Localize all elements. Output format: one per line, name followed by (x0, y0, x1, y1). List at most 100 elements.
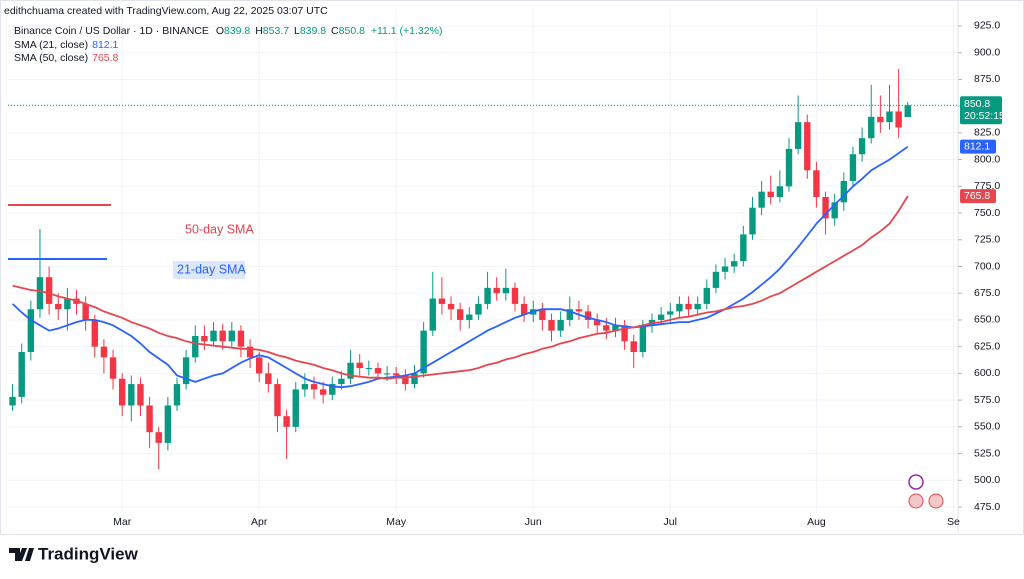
candle-body (310, 384, 318, 390)
candle-body (593, 319, 601, 326)
candle-body (192, 335, 199, 358)
legend-entry: SMA (21, close) 812.1 (14, 39, 119, 51)
y-tick-label: 575.0 (974, 394, 1000, 406)
candle-body (27, 309, 35, 353)
candle-body (338, 378, 345, 385)
y-tick-label: 750.0 (974, 207, 1000, 219)
x-tick-label: Jun (525, 516, 542, 528)
legend-value: 765.8 (92, 52, 118, 64)
y-tick-label: 775.0 (974, 180, 1000, 192)
symbol: Binance Coin / US Dollar · 1D · BINANCE (14, 25, 209, 37)
candle-body (511, 287, 519, 304)
candle-body (566, 309, 573, 320)
countdown: 20:52:15 (964, 110, 1005, 122)
y-tick-label: 725.0 (974, 234, 1000, 246)
candle-body (219, 330, 226, 342)
candle-body (237, 330, 245, 347)
y-tick-label: 875.0 (974, 73, 1000, 85)
ohlc-value: 850.8 (339, 25, 365, 37)
candle-body (466, 314, 473, 320)
candle-body (301, 384, 309, 390)
event-icon (908, 474, 924, 490)
attribution: edithchuama created with TradingView.com… (4, 5, 328, 17)
y-tick-label: 625.0 (974, 340, 1000, 352)
candle-body (383, 373, 391, 375)
candle-body (173, 384, 181, 406)
candle-body (155, 432, 162, 443)
sma-line (11, 145, 909, 389)
candle-body (137, 384, 144, 406)
candle-body (794, 122, 802, 149)
y-tick-label: 650.0 (974, 314, 1000, 326)
event-icon (928, 493, 944, 509)
candle-body (667, 311, 674, 315)
candle-body (402, 375, 409, 385)
x-tick-label: Mar (113, 516, 132, 528)
price-tag-value: 850.8 (964, 98, 990, 110)
candle-body (9, 396, 16, 406)
candle-body (520, 303, 528, 315)
candle-body (895, 111, 902, 128)
candle-body (484, 287, 491, 304)
y-tick-label: 675.0 (974, 287, 1000, 299)
event-icon (908, 493, 924, 509)
candle-body (374, 368, 382, 374)
candle-body (292, 389, 299, 427)
candle-body (265, 373, 272, 385)
y-tick-label: 825.0 (974, 127, 1000, 139)
candle-body (694, 303, 701, 310)
candle-body (785, 148, 793, 187)
candle-body (55, 303, 62, 310)
candle-body (146, 405, 153, 433)
candle-body (118, 378, 126, 406)
candle-body (849, 154, 857, 181)
candle-body (201, 335, 208, 342)
y-tick-label: 600.0 (974, 367, 1000, 379)
legend-label: SMA (21, close) (14, 39, 88, 51)
candle-body (128, 384, 135, 406)
y-tick-label: 550.0 (974, 421, 1000, 433)
candle-body (64, 298, 71, 310)
price-tag (960, 96, 1002, 125)
candle-body (740, 234, 747, 262)
candle-body (109, 357, 117, 379)
y-tick-label: 700.0 (974, 260, 1000, 272)
candle-body (758, 191, 765, 208)
candle-body (182, 357, 190, 385)
candle-body (749, 207, 756, 235)
candle-body (411, 373, 418, 385)
candle-body (329, 384, 336, 395)
x-tick-label: Apr (251, 516, 268, 528)
x-tick-label: Aug (807, 516, 826, 528)
chart-frame (0, 0, 1024, 535)
candle-body (840, 180, 848, 203)
legend-value: 812.1 (92, 39, 118, 51)
candle-body (603, 325, 610, 331)
candle-body (429, 298, 436, 331)
candle-body (283, 416, 290, 427)
candle-body (776, 186, 784, 198)
candle-body (502, 287, 510, 294)
grid: 475.0 500.0 525.0 550.0 575.0 600.0 625.0 650.0… (8, 8, 1000, 528)
candle-body (164, 405, 172, 443)
legend-entry: SMA (50, close) 765.8 (14, 52, 119, 64)
candle-body (767, 191, 774, 198)
series-tag-value: 765.8 (964, 190, 990, 202)
series-tag-value: 812.1 (964, 140, 990, 152)
candle-body (256, 357, 263, 374)
series-tag (960, 189, 996, 204)
ohlc-letter: H (255, 25, 263, 37)
candle-body (82, 303, 89, 320)
candle-body (210, 330, 217, 342)
candle-body (703, 287, 710, 304)
annotation: 21-day SMA (177, 262, 246, 276)
price-tags: 850.820:52:15 812.1 765.8 (960, 96, 1005, 204)
candle-body (438, 298, 446, 304)
candle-body (621, 325, 628, 342)
candle-body (904, 105, 911, 118)
y-tick-label: 900.0 (974, 46, 1000, 58)
brand: TradingView (38, 544, 139, 563)
candle-body (347, 362, 354, 379)
candle-body (612, 325, 619, 331)
